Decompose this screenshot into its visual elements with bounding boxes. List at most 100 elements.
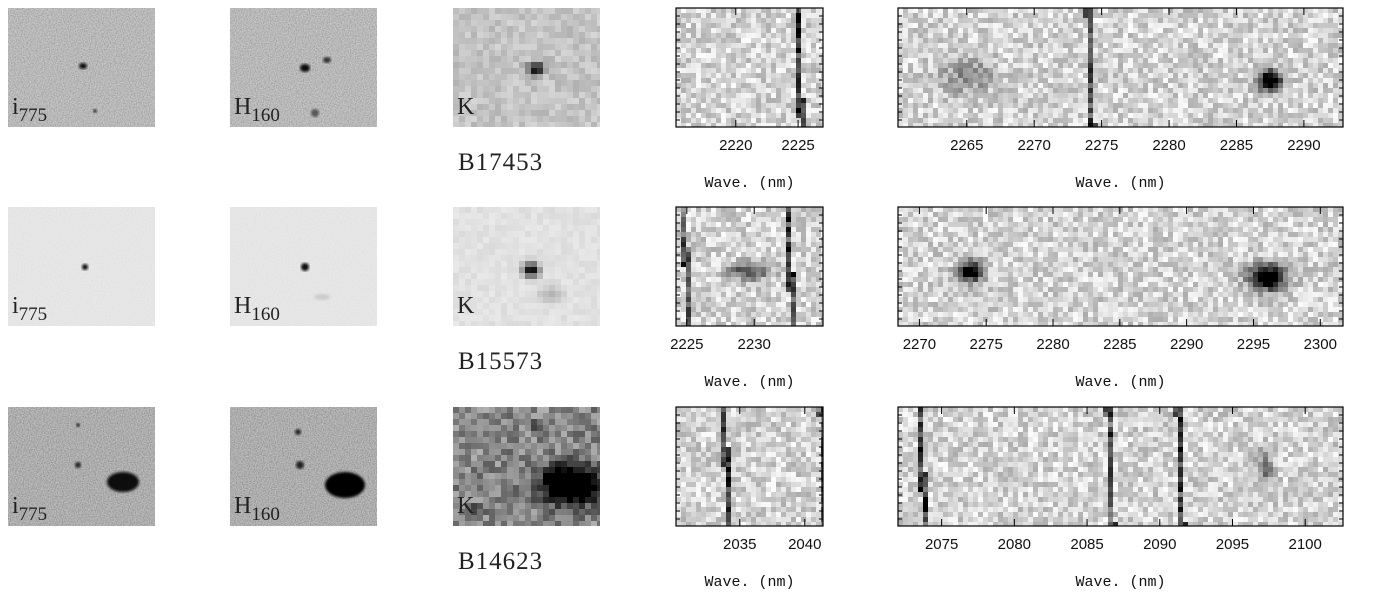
pixel — [1203, 63, 1208, 68]
pixel — [781, 53, 786, 58]
pixel — [721, 282, 726, 287]
pixel — [731, 18, 736, 23]
pixel — [531, 207, 537, 213]
pixel — [1328, 98, 1333, 103]
pixel — [1123, 38, 1128, 43]
pixel — [736, 257, 741, 262]
pixel — [507, 309, 513, 315]
pixel — [766, 38, 771, 43]
pixel — [1338, 18, 1343, 23]
pixel — [978, 18, 983, 23]
pixel — [1153, 43, 1158, 48]
pixel — [741, 63, 746, 68]
pixel — [489, 219, 495, 225]
pixel — [756, 272, 761, 277]
pixel — [537, 86, 543, 92]
pixel — [681, 222, 686, 227]
pixel — [923, 78, 928, 83]
pixel — [1303, 108, 1308, 113]
pixel — [918, 103, 923, 108]
pixel — [531, 303, 537, 309]
pixel — [731, 272, 736, 277]
pixel — [1198, 53, 1203, 58]
pixel — [585, 38, 591, 44]
pixel — [771, 8, 776, 13]
pixel — [903, 93, 908, 98]
pixel — [716, 257, 721, 262]
pixel — [968, 68, 973, 73]
pixel — [973, 103, 978, 108]
pixel — [781, 297, 786, 302]
pixel — [1068, 73, 1073, 78]
pixel — [806, 252, 811, 257]
pixel — [459, 243, 465, 249]
pixel — [1263, 53, 1268, 58]
pixel — [519, 249, 525, 255]
pixel — [948, 48, 953, 53]
pixel — [761, 33, 766, 38]
pixel — [766, 297, 771, 302]
pixel — [696, 33, 701, 38]
pixel — [1133, 207, 1138, 212]
pixel — [776, 237, 781, 242]
pixel — [1088, 98, 1093, 103]
pixel — [686, 237, 691, 242]
pixel — [958, 207, 963, 212]
pixel — [579, 291, 585, 297]
pixel — [567, 98, 573, 104]
pixel — [701, 28, 706, 33]
pixel — [751, 267, 756, 272]
pixel — [1123, 212, 1128, 217]
pixel — [1088, 93, 1093, 98]
pixel — [537, 104, 543, 110]
pixel — [933, 33, 938, 38]
pixel — [573, 62, 579, 68]
pixel — [918, 217, 923, 222]
pixel — [477, 309, 483, 315]
pixel — [928, 217, 933, 222]
pixel — [1078, 83, 1083, 88]
pixel — [1268, 103, 1273, 108]
pixel — [751, 33, 756, 38]
pixel — [1113, 113, 1118, 118]
pixel — [761, 247, 766, 252]
pixel — [1278, 78, 1283, 83]
pixel — [567, 219, 573, 225]
pixel — [716, 212, 721, 217]
pixel — [988, 58, 993, 63]
pixel — [781, 252, 786, 257]
pixel — [736, 277, 741, 282]
pixel — [555, 122, 561, 127]
pixel — [1303, 88, 1308, 93]
pixel — [1028, 8, 1033, 13]
pixel — [1293, 98, 1298, 103]
pixel — [751, 242, 756, 247]
pixel — [1098, 118, 1103, 123]
pixel — [928, 98, 933, 103]
pixel — [1193, 88, 1198, 93]
pixel — [796, 292, 801, 297]
pixel — [816, 207, 821, 212]
pixel — [561, 26, 567, 32]
pixel — [1293, 93, 1298, 98]
pixel — [549, 297, 555, 303]
pixel — [465, 249, 471, 255]
pixel — [786, 33, 791, 38]
pixel — [1098, 58, 1103, 63]
pixel — [943, 23, 948, 28]
pixel — [716, 282, 721, 287]
pixel — [531, 315, 537, 321]
pixel — [726, 38, 731, 43]
pixel — [519, 80, 525, 86]
pixel — [801, 237, 806, 242]
pixel — [1218, 78, 1223, 83]
pixel — [525, 44, 531, 50]
pixel — [597, 315, 600, 321]
pixel — [691, 23, 696, 28]
pixel — [1093, 28, 1098, 33]
pixel — [495, 249, 501, 255]
pixel — [796, 237, 801, 242]
pixel — [477, 267, 483, 273]
pixel — [1338, 8, 1343, 13]
pixel — [1043, 212, 1048, 217]
